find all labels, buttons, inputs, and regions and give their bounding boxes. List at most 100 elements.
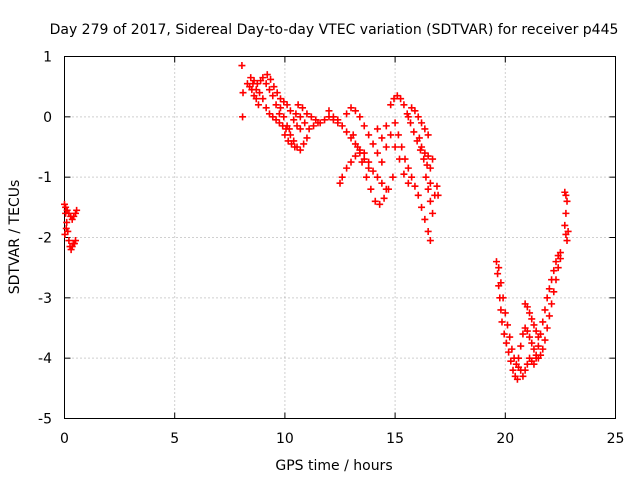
data-point xyxy=(515,354,523,362)
data-point xyxy=(367,185,375,193)
data-points xyxy=(61,62,572,383)
data-point xyxy=(351,152,359,160)
data-point xyxy=(373,125,381,133)
data-point xyxy=(378,158,386,166)
data-point xyxy=(362,173,370,181)
data-point xyxy=(415,134,423,142)
x-tick-label: 25 xyxy=(607,431,625,447)
data-point xyxy=(61,230,69,238)
data-point xyxy=(426,237,434,245)
data-point xyxy=(418,143,426,151)
data-point xyxy=(303,134,311,142)
data-point xyxy=(365,131,373,139)
data-point xyxy=(501,309,509,317)
data-point xyxy=(513,375,521,383)
data-point xyxy=(396,155,404,163)
data-point xyxy=(265,86,273,94)
data-point xyxy=(343,164,351,172)
data-point xyxy=(554,264,562,272)
x-tick-label: 15 xyxy=(386,431,404,447)
data-point xyxy=(414,113,422,121)
data-point xyxy=(336,179,344,187)
data-point xyxy=(421,125,429,133)
data-point xyxy=(371,197,379,205)
x-tick-label: 20 xyxy=(496,431,514,447)
data-point xyxy=(418,203,426,211)
x-tick-label: 5 xyxy=(170,431,179,447)
x-axis-label: GPS time / hours xyxy=(275,458,392,474)
data-point xyxy=(534,333,542,341)
data-point xyxy=(498,318,506,326)
data-point xyxy=(543,294,551,302)
data-point xyxy=(286,107,294,115)
data-point xyxy=(373,149,381,157)
data-point xyxy=(404,113,412,121)
data-point xyxy=(424,131,432,139)
data-point xyxy=(62,224,70,232)
data-point xyxy=(259,95,267,103)
data-point xyxy=(426,179,434,187)
data-point xyxy=(256,89,264,97)
data-point xyxy=(254,101,262,109)
data-point xyxy=(296,146,304,154)
data-point xyxy=(389,173,397,181)
data-point xyxy=(239,113,247,121)
data-point xyxy=(502,339,510,347)
data-point xyxy=(528,339,536,347)
data-point xyxy=(378,179,386,187)
data-point xyxy=(410,128,418,136)
data-point xyxy=(550,288,558,296)
data-point xyxy=(400,170,408,178)
data-point xyxy=(356,113,364,121)
data-point xyxy=(424,227,432,235)
data-point xyxy=(300,140,308,148)
y-tick-label: -4 xyxy=(38,351,52,367)
y-tick-label: -1 xyxy=(38,170,52,186)
data-point xyxy=(528,315,536,323)
data-point xyxy=(541,306,549,314)
data-point xyxy=(421,215,429,223)
data-point xyxy=(509,366,517,374)
data-point xyxy=(351,107,359,115)
data-point xyxy=(283,122,291,130)
data-point xyxy=(398,143,406,151)
data-point xyxy=(504,321,512,329)
data-point xyxy=(365,164,373,172)
data-point xyxy=(249,80,257,88)
data-point xyxy=(239,89,247,97)
data-point xyxy=(376,200,384,208)
x-tick-label: 0 xyxy=(60,431,69,447)
data-point xyxy=(556,255,564,263)
data-point xyxy=(422,173,430,181)
data-point xyxy=(523,327,531,335)
data-point xyxy=(429,209,437,217)
data-point xyxy=(424,185,432,193)
data-point xyxy=(259,74,267,82)
data-point xyxy=(373,173,381,181)
data-point xyxy=(303,110,311,118)
data-point xyxy=(301,119,309,127)
data-point xyxy=(545,312,553,320)
x-tick-label: 10 xyxy=(276,431,294,447)
data-point xyxy=(296,125,304,133)
data-point xyxy=(238,62,246,70)
data-point xyxy=(358,158,366,166)
data-point xyxy=(310,122,318,130)
data-point xyxy=(325,107,333,115)
data-point xyxy=(365,158,373,166)
data-point xyxy=(530,360,538,368)
data-point xyxy=(63,218,71,226)
data-point xyxy=(314,119,322,127)
data-point xyxy=(541,336,549,344)
data-point xyxy=(387,131,395,139)
data-point xyxy=(299,104,307,112)
data-point xyxy=(552,258,560,266)
data-point xyxy=(305,125,313,133)
data-point xyxy=(382,143,390,151)
data-point xyxy=(296,113,304,121)
chart-title: Day 279 of 2017, Sidereal Day-to-day VTE… xyxy=(50,22,619,38)
data-point xyxy=(291,143,299,151)
data-point xyxy=(563,237,571,245)
data-point xyxy=(269,92,277,100)
